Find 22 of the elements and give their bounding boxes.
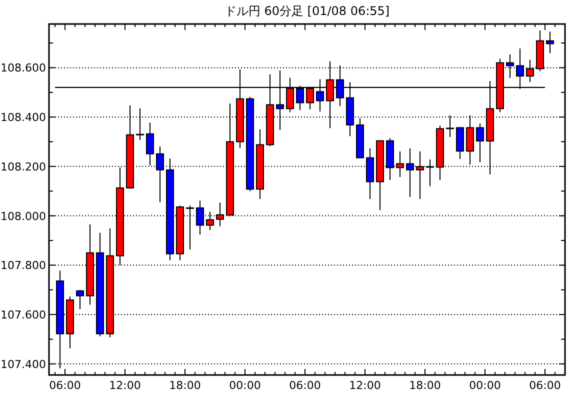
x-tick-label: 06:00 xyxy=(289,379,321,392)
y-tick-label: 107.800 xyxy=(0,259,46,272)
chart-title: ドル円 60分足 [01/08 06:55] xyxy=(224,4,390,18)
x-tick-label: 00:00 xyxy=(469,379,501,392)
x-tick-label: 18:00 xyxy=(409,379,441,392)
y-tick-label: 108.600 xyxy=(0,62,46,75)
candlestick xyxy=(146,122,154,166)
x-tick-label: 06:00 xyxy=(529,379,561,392)
y-tick-label: 107.600 xyxy=(0,308,46,322)
y-tick-label: 108.000 xyxy=(0,210,46,223)
x-tick-label: 00:00 xyxy=(229,379,261,392)
x-tick-label: 06:00 xyxy=(49,379,81,392)
y-tick-label: 108.400 xyxy=(0,111,46,124)
y-tick-label: 107.400 xyxy=(0,358,46,371)
x-tick-label: 12:00 xyxy=(349,379,381,392)
x-tick-label: 12:00 xyxy=(109,379,141,392)
x-tick-label: 18:00 xyxy=(169,379,201,392)
candlestick xyxy=(546,31,554,54)
candlestick xyxy=(476,122,484,162)
y-tick-label: 108.200 xyxy=(0,160,46,174)
candlestick xyxy=(456,127,464,160)
candlestick xyxy=(76,289,84,310)
